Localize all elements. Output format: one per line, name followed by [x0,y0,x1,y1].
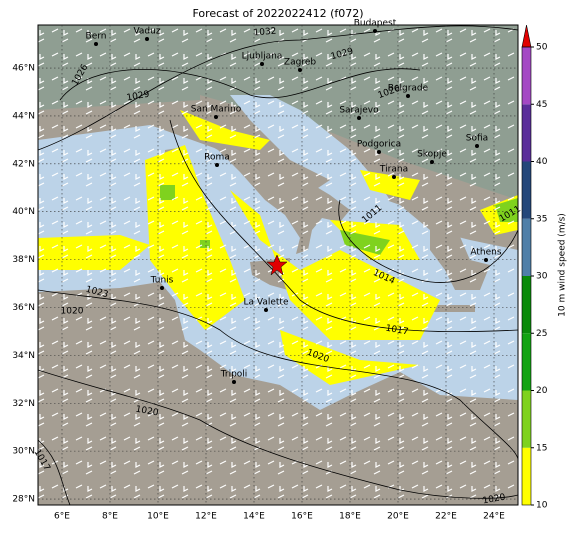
star-marker [266,254,288,276]
city-dot [392,175,396,179]
y-tick-label: 40°N [12,207,35,217]
colorbar-segment [522,47,531,105]
isobar [338,199,518,283]
city-dot [94,42,98,46]
city-dot [357,116,361,120]
isobar [38,439,71,505]
x-tick-label: 6°E [54,512,70,522]
y-tick-label: 44°N [12,111,35,121]
city-dot [475,144,479,148]
city-label: Budapest [354,19,397,29]
city-label: Skopje [417,150,447,160]
colorbar-tick-label: 40 [536,157,548,167]
city-label: San Marino [191,105,242,115]
city-dot [232,380,236,384]
colorbar-segment [522,390,531,448]
colorbar-label: 10 m wind speed (m/s) [558,213,568,317]
city-dot [406,94,410,98]
city-label: Zagreb [284,58,316,68]
city-dot [260,62,264,66]
colorbar-segment [522,218,531,276]
y-tick-label: 28°N [12,495,35,505]
city-dot [145,37,149,41]
colorbar-segment [522,276,531,334]
isobar [38,25,518,151]
city-label: Ljubljana [242,52,283,62]
isobar-label: 1017 [385,324,409,338]
isobar-label: 1020 [482,493,507,507]
colorbar-extend [521,24,532,48]
isobar [38,289,518,461]
y-tick-label: 30°N [12,447,35,457]
x-tick-label: 14°E [243,512,265,522]
city-label: Tirana [379,165,408,175]
y-tick-label: 42°N [12,159,35,169]
city-dot [214,115,218,119]
x-tick-label: 18°E [339,512,361,522]
map-frame [37,24,519,506]
map-area [38,25,518,505]
y-tick-label: 32°N [12,399,35,409]
city-label: Bern [86,32,107,42]
city-dot [215,163,219,167]
city-label: Tripoli [220,370,248,380]
isobar [169,119,518,333]
city-label: Sofia [466,134,488,144]
city-dot [264,308,268,312]
isobar-label: 1032 [253,27,277,39]
city-label: Roma [204,153,230,163]
city-label: Tunis [150,276,174,286]
city-dot [377,150,381,154]
isobar-label: 1020 [61,307,84,317]
y-tick-label: 38°N [12,255,35,265]
city-label: Belgrade [388,84,429,94]
city-dot [430,160,434,164]
isobar-label: 1020 [135,405,160,419]
y-tick-label: 34°N [12,351,35,361]
city-dot [160,286,164,290]
colorbar-tick-label: 20 [536,386,548,396]
colorbar-segment [522,447,531,505]
isobar [59,68,421,101]
colorbar-tick-label: 30 [536,272,548,282]
x-tick-label: 16°E [291,512,313,522]
city-label: Athens [470,248,501,258]
x-tick-label: 22°E [435,512,457,522]
x-tick-label: 8°E [102,512,118,522]
colorbar-tick-label: 10 [536,501,548,511]
colorbar-tick-label: 15 [536,443,547,453]
x-tick-label: 12°E [195,512,217,522]
title: Forecast of 2022022412 (f072) [192,7,363,20]
x-tick-label: 20°E [387,512,409,522]
colorbar-tick-label: 35 [536,214,547,224]
y-tick-label: 36°N [12,303,35,313]
colorbar-tick-label: 50 [536,43,548,53]
isobar [38,369,518,499]
x-tick-label: 24°E [483,512,505,522]
city-label: Sarajevo [339,106,379,116]
city-label: Podgorica [357,140,401,150]
y-tick-label: 46°N [12,64,35,74]
colorbar-segment [522,104,531,162]
x-tick-label: 10°E [147,512,169,522]
colorbar-segment [522,333,531,391]
city-dot [298,68,302,72]
isobar-label: 1029 [126,90,151,104]
colorbar-tick-label: 45 [536,100,547,110]
city-dot [373,29,377,33]
colorbar-segment [522,161,531,219]
colorbar-tick-label: 25 [536,329,547,339]
city-dot [484,258,488,262]
city-label: Vaduz [133,27,160,37]
city-label: La Valette [244,298,289,308]
